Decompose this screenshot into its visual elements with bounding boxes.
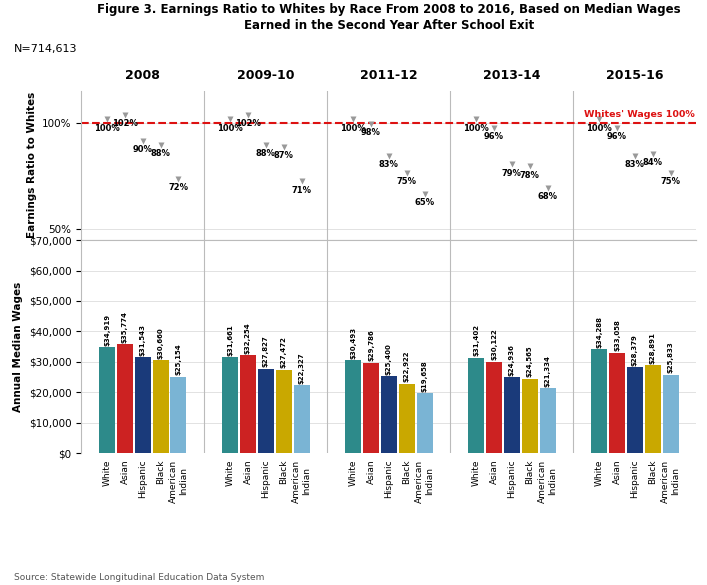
Text: 100%: 100% (94, 124, 120, 133)
Text: 84%: 84% (643, 158, 662, 167)
Text: 87%: 87% (274, 152, 293, 160)
Text: 100%: 100% (340, 124, 366, 133)
Text: $19,658: $19,658 (421, 360, 428, 392)
Text: 75%: 75% (397, 177, 416, 186)
Text: $29,786: $29,786 (368, 329, 374, 362)
Bar (222, 357, 238, 453)
Text: $25,400: $25,400 (386, 343, 392, 375)
Text: 90%: 90% (133, 145, 153, 154)
Bar (504, 377, 520, 453)
Bar (399, 384, 415, 453)
Bar (135, 357, 151, 453)
Text: $31,543: $31,543 (140, 324, 146, 356)
Bar (591, 349, 607, 453)
Bar (468, 357, 484, 453)
Text: $30,122: $30,122 (491, 329, 497, 360)
Bar (627, 367, 643, 453)
Text: 71%: 71% (291, 185, 312, 195)
Bar (153, 360, 169, 453)
Bar (609, 353, 625, 453)
Bar (99, 347, 115, 453)
Text: Figure 3. Earnings Ratio to Whites by Race From 2008 to 2016, Based on Median Wa: Figure 3. Earnings Ratio to Whites by Ra… (97, 3, 681, 16)
Text: 96%: 96% (607, 132, 627, 142)
Bar (416, 394, 433, 453)
Text: $22,327: $22,327 (298, 353, 305, 384)
Bar (117, 345, 133, 453)
Text: 65%: 65% (414, 198, 435, 208)
Bar (645, 365, 661, 453)
Bar (258, 369, 274, 453)
Text: 79%: 79% (502, 168, 522, 178)
Text: $28,891: $28,891 (650, 332, 655, 364)
Text: $33,058: $33,058 (614, 319, 620, 352)
Text: $24,565: $24,565 (527, 346, 532, 377)
Text: $21,334: $21,334 (544, 355, 551, 387)
Text: $22,922: $22,922 (404, 351, 409, 382)
Y-axis label: Annual Median Wages: Annual Median Wages (13, 281, 23, 412)
Text: Earned in the Second Year After School Exit: Earned in the Second Year After School E… (244, 19, 534, 32)
Text: $27,472: $27,472 (281, 336, 286, 369)
Text: N=714,613: N=714,613 (14, 44, 78, 54)
Text: Whites' Wages 100%: Whites' Wages 100% (585, 111, 695, 119)
Text: $25,833: $25,833 (667, 342, 674, 373)
Text: 78%: 78% (520, 171, 539, 180)
Text: 102%: 102% (112, 119, 138, 129)
Text: $25,154: $25,154 (175, 344, 182, 376)
Bar (522, 378, 538, 453)
Text: $24,936: $24,936 (509, 345, 515, 376)
Bar (486, 362, 502, 453)
Bar (293, 386, 310, 453)
Bar (240, 355, 256, 453)
Text: 100%: 100% (217, 124, 243, 133)
Text: $31,661: $31,661 (227, 324, 233, 356)
Text: Source: Statewide Longitudinal Education Data System: Source: Statewide Longitudinal Education… (14, 573, 264, 582)
Text: 88%: 88% (151, 149, 170, 159)
Text: 83%: 83% (625, 160, 645, 169)
Text: 102%: 102% (235, 119, 261, 129)
Text: $34,288: $34,288 (596, 316, 602, 347)
Text: 100%: 100% (463, 124, 489, 133)
Bar (345, 360, 361, 453)
Y-axis label: Earnings Ratio to Whites: Earnings Ratio to Whites (27, 92, 37, 239)
Bar (170, 377, 187, 453)
Text: 98%: 98% (361, 128, 381, 137)
Text: 68%: 68% (537, 192, 558, 201)
Text: 83%: 83% (379, 160, 399, 169)
Text: $30,493: $30,493 (350, 327, 356, 359)
Text: 88%: 88% (256, 149, 276, 159)
Text: $35,774: $35,774 (122, 311, 128, 343)
Bar (662, 374, 679, 453)
Text: 100%: 100% (586, 124, 612, 133)
Bar (381, 376, 397, 453)
Text: $27,827: $27,827 (263, 336, 269, 367)
Bar (276, 370, 292, 453)
Text: $30,660: $30,660 (158, 327, 163, 359)
Text: 96%: 96% (484, 132, 504, 142)
Text: $31,402: $31,402 (473, 325, 479, 356)
Text: $34,919: $34,919 (104, 314, 110, 346)
Text: 75%: 75% (660, 177, 681, 186)
Bar (539, 388, 556, 453)
Text: 72%: 72% (168, 184, 189, 192)
Text: $28,379: $28,379 (632, 334, 638, 366)
Text: $32,254: $32,254 (245, 322, 251, 354)
Bar (363, 363, 379, 453)
